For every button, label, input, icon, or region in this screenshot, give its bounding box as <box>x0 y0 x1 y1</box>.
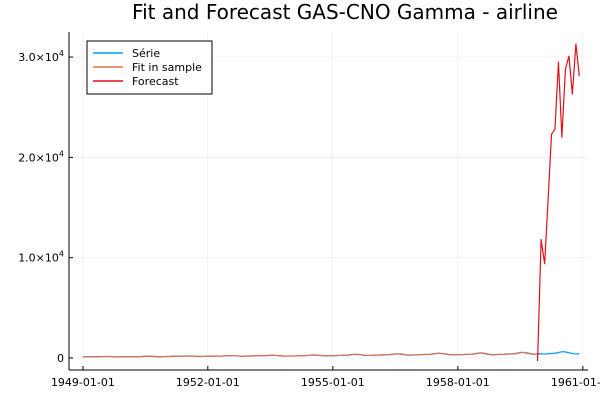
legend-label-s-rie: Série <box>132 47 160 60</box>
y-tick-label-0: 0 <box>57 352 64 365</box>
x-tick-label-4: 1961-01-01 <box>551 376 600 389</box>
series-layer <box>82 43 580 361</box>
x-tick-label-3: 1958-01-01 <box>426 376 490 389</box>
y-tick-label-2: 2.0×104 <box>18 149 64 164</box>
axes: 1949-01-01 1952-01-01 1955-01-01 1958-01-01… <box>18 32 600 389</box>
y-tick-label-1: 1.0×104 <box>18 250 64 265</box>
x-tick-label-0: 1949-01-01 <box>51 376 115 389</box>
chart-title: Fit and Forecast GAS-CNO Gamma - airline <box>132 0 558 24</box>
x-tick-label-1: 1952-01-01 <box>176 376 240 389</box>
series-line-fit-in-sample <box>82 351 538 358</box>
legend-label-forecast: Forecast <box>132 75 179 88</box>
series-line-forecast <box>536 43 580 361</box>
x-tick-label-2: 1955-01-01 <box>301 376 365 389</box>
legend-label-fit-in-sample: Fit in sample <box>132 61 202 74</box>
y-tick-label-3: 3.0×104 <box>18 49 64 64</box>
